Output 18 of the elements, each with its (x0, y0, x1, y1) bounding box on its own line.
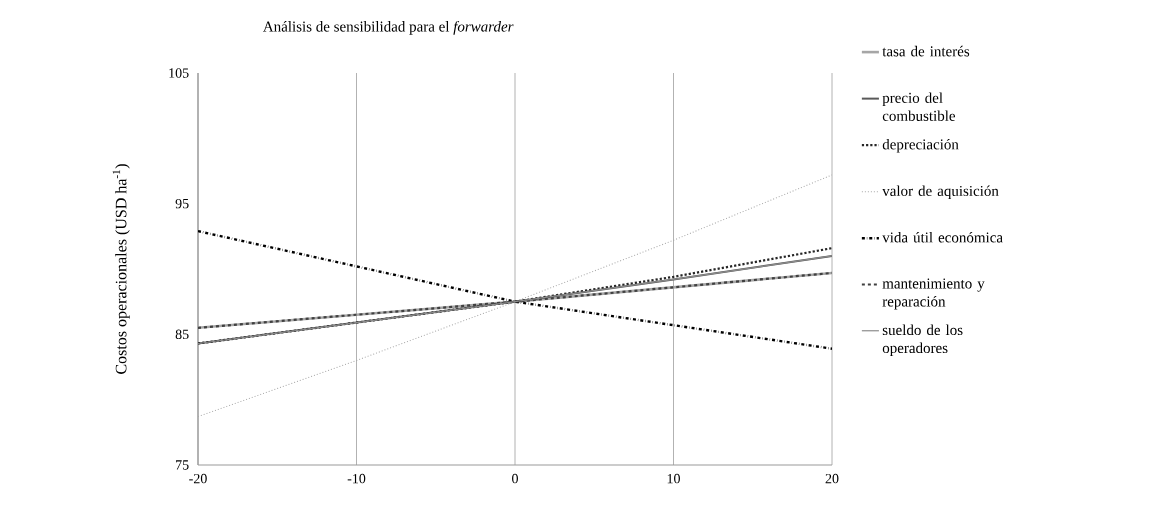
x-tick-label: 10 (667, 473, 680, 484)
legend-label: valor de aquisición (882, 185, 999, 200)
legend-label: tasa de interés (882, 45, 970, 57)
legend-label: mantenimiento y reparación (882, 278, 985, 310)
x-tick-label: -20 (189, 473, 207, 484)
chart-title: Análisis de sensibilidad para el forwarder (262, 20, 514, 35)
y-tick-label: 105 (169, 68, 189, 78)
x-tick-label: 20 (825, 473, 839, 484)
legend-label: depreciación (882, 138, 959, 153)
x-tick-label: 0 (512, 473, 518, 484)
legend-label: vida útil económica (882, 231, 1003, 243)
y-tick-label: 85 (175, 329, 189, 340)
y-axis-title: Costos operacionales (USD ha$^{-1}$) (112, 164, 130, 374)
x-tick-label: -10 (347, 473, 366, 484)
y-tick-label: 75 (176, 460, 189, 470)
y-tick-label: 95 (175, 198, 189, 209)
legend-label: sueldo de los operadores (882, 324, 963, 357)
legend-label: precio del combustible (882, 92, 956, 121)
